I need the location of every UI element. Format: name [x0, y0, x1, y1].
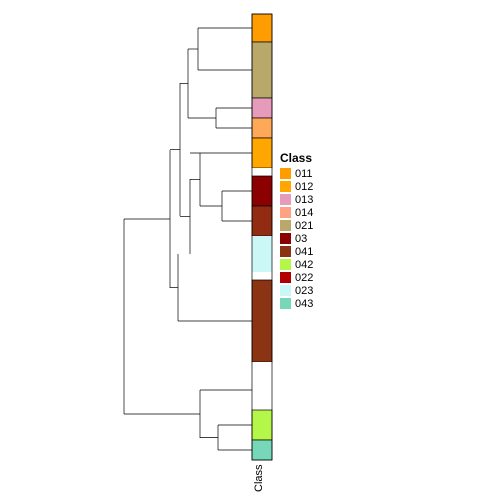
- class-bar-4: [252, 138, 272, 168]
- dendrogram-chart: Class Class 011012013014021030410420220230…: [0, 0, 504, 504]
- legend-label-023: 023: [295, 285, 313, 297]
- legend-swatch-012: [280, 181, 291, 192]
- class-bar-0: [252, 14, 272, 42]
- legend-label-013: 013: [295, 194, 313, 206]
- class-bar-14: [252, 410, 272, 440]
- class-bar-13: [252, 370, 272, 410]
- dendrogram-lines: [124, 28, 252, 450]
- legend-swatch-011: [280, 168, 291, 179]
- legend-swatch-03: [280, 233, 291, 244]
- class-bar-3: [252, 118, 272, 138]
- legend-title: Class: [280, 151, 312, 165]
- class-bar-2: [252, 98, 272, 118]
- legend-label-021: 021: [295, 220, 313, 232]
- legend-label-041: 041: [295, 246, 313, 258]
- class-bar-8: [252, 236, 272, 254]
- legend-label-011: 011: [295, 168, 313, 180]
- class-bar-1: [252, 42, 272, 98]
- legend-swatch-043: [280, 298, 291, 309]
- legend-swatch-023: [280, 285, 291, 296]
- legend-swatch-013: [280, 194, 291, 205]
- legend-swatch-042: [280, 259, 291, 270]
- class-bar-9: [252, 254, 272, 272]
- class-bar-5: [252, 168, 272, 176]
- legend-swatch-014: [280, 207, 291, 218]
- legend-label-043: 043: [295, 298, 313, 310]
- legend-label-012: 012: [295, 181, 313, 193]
- class-bar-15: [252, 440, 272, 460]
- class-bar-10: [252, 272, 272, 280]
- legend-swatch-041: [280, 246, 291, 257]
- axis-label-class: Class: [253, 464, 265, 492]
- legend-label-014: 014: [295, 207, 313, 219]
- class-bar-11: [252, 280, 272, 362]
- class-bar-6: [252, 176, 272, 206]
- legend-label-042: 042: [295, 259, 313, 271]
- class-bar-12: [252, 362, 272, 370]
- legend-swatch-022: [280, 272, 291, 283]
- class-bar-7: [252, 206, 272, 236]
- legend-label-03: 03: [295, 233, 307, 245]
- legend-swatch-021: [280, 220, 291, 231]
- legend-label-022: 022: [295, 272, 313, 284]
